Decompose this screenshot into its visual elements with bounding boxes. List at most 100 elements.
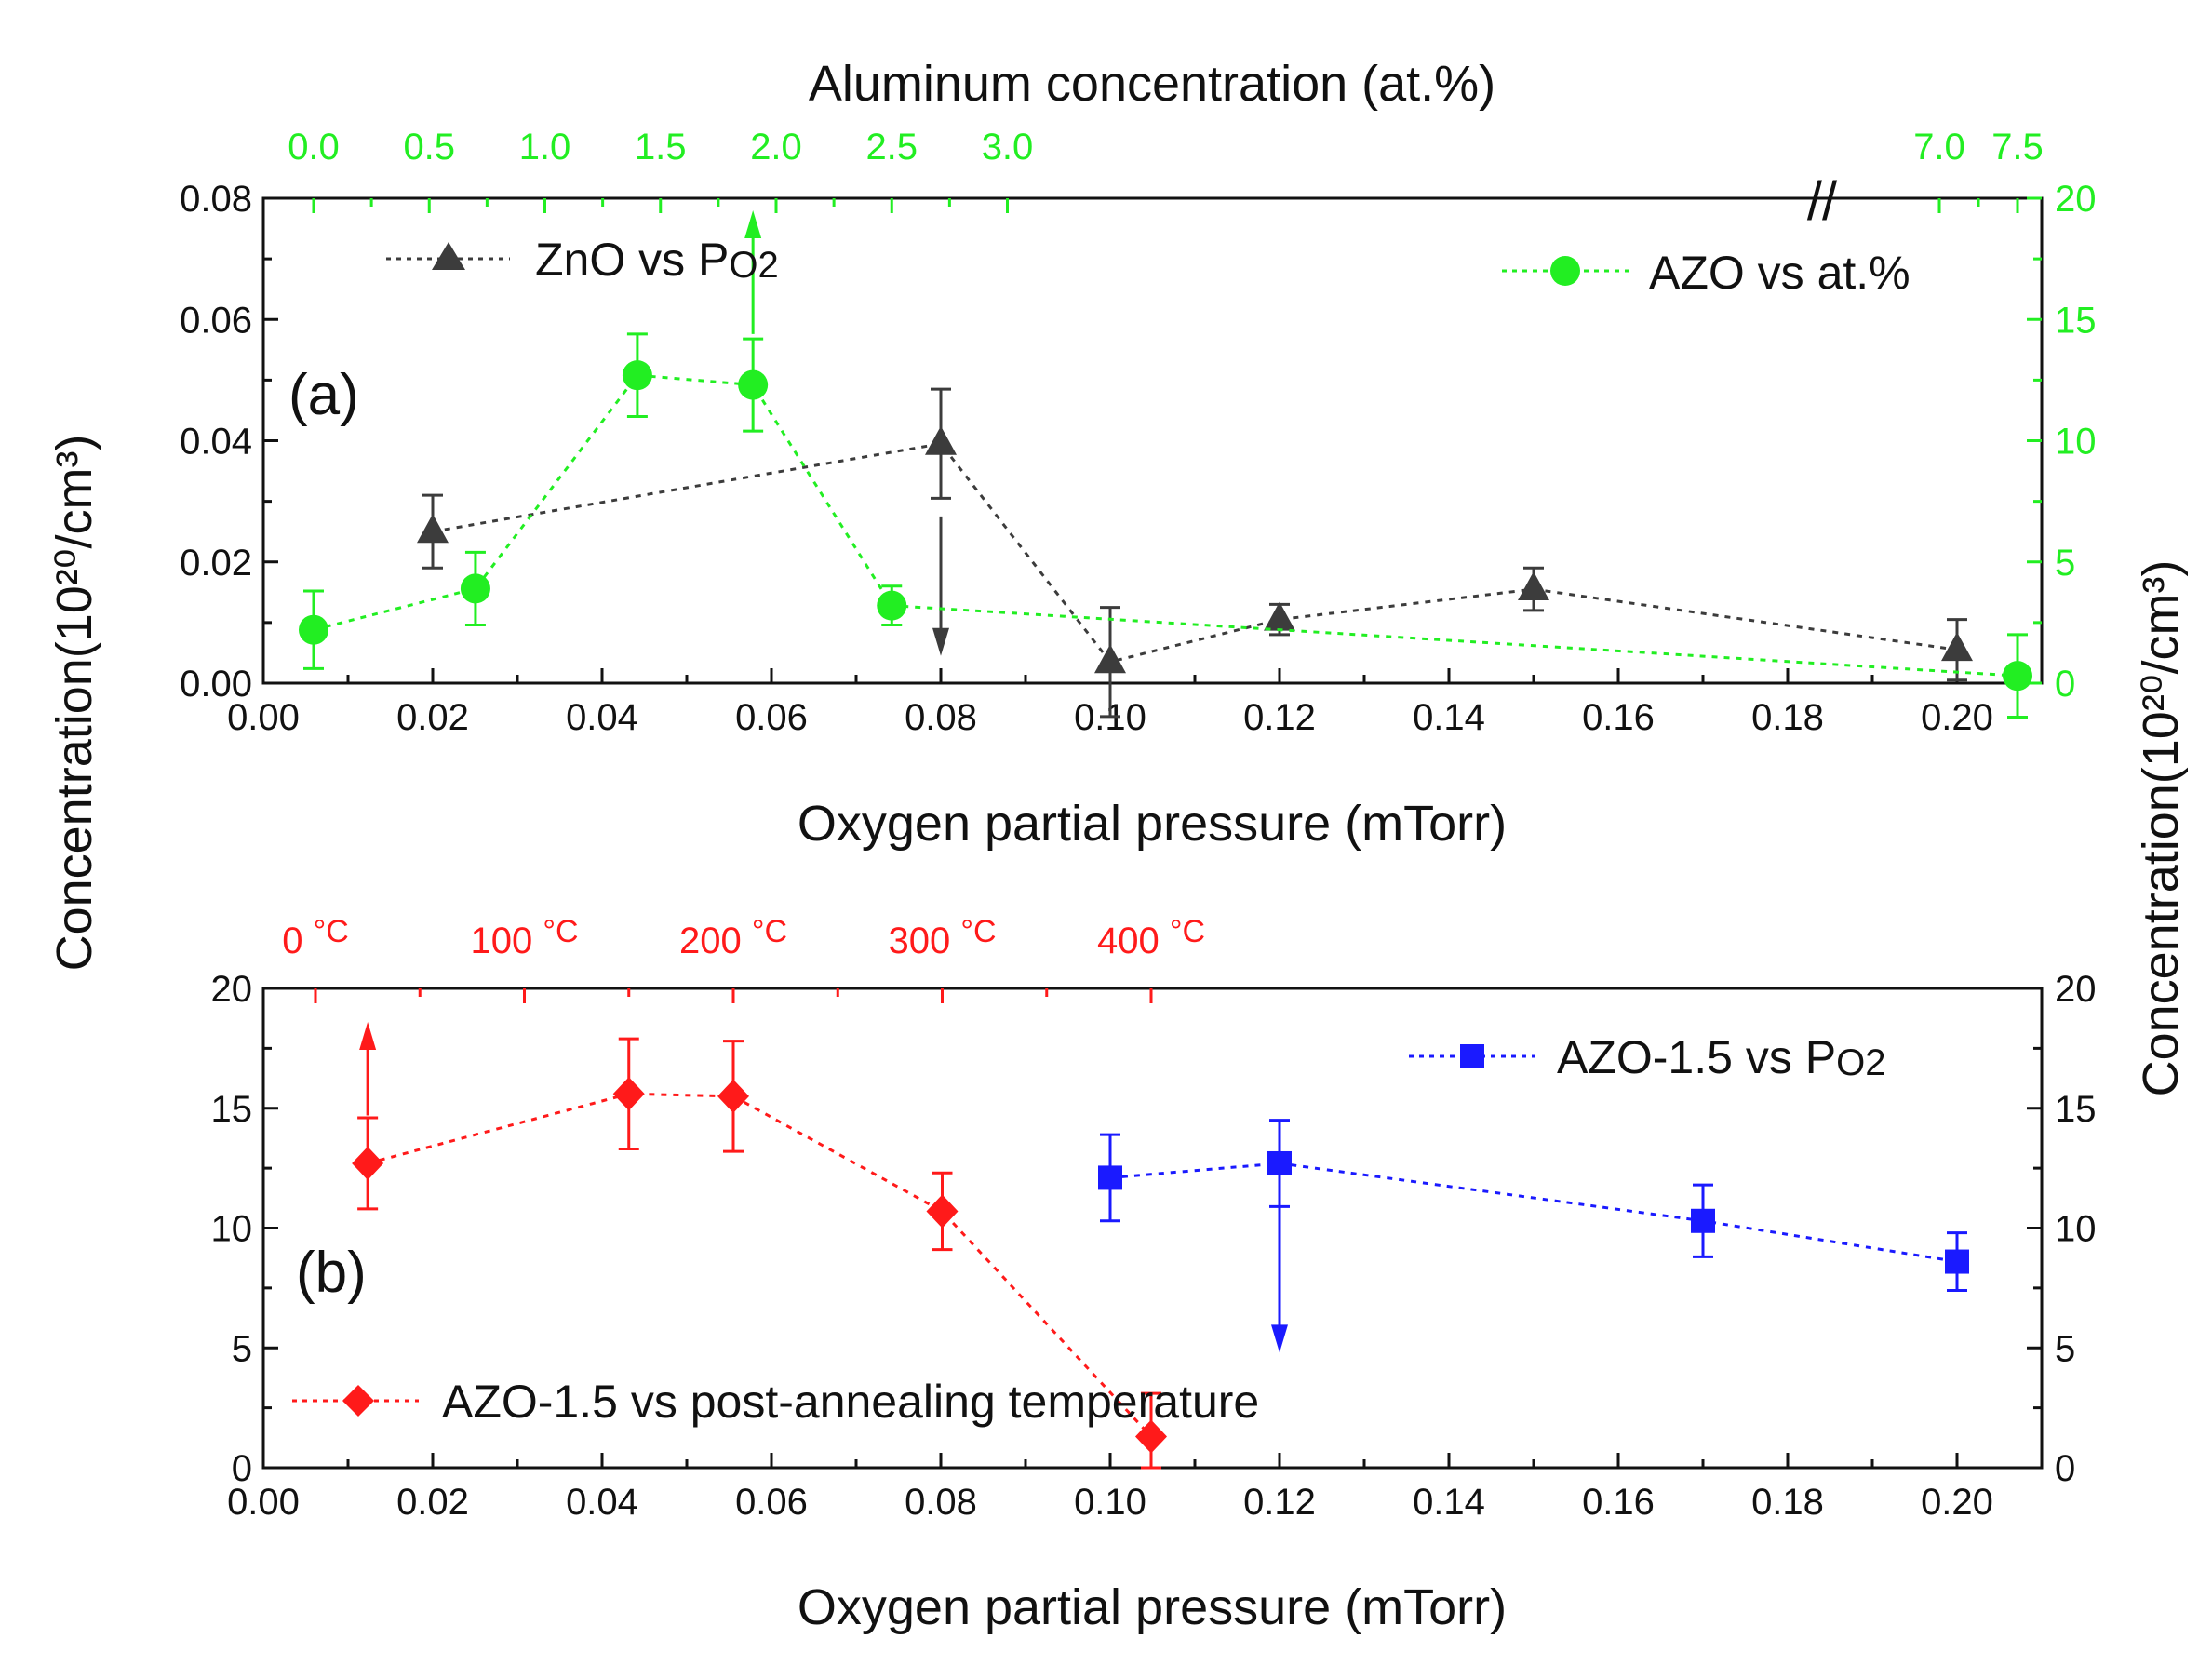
- b-y-left-tick-label: 20: [211, 969, 253, 1010]
- panel-a-x-axis-title: Oxygen partial pressure (mTorr): [798, 796, 1507, 852]
- b-x-tick-label: 0.18: [1751, 1482, 1824, 1523]
- azo-temp-point: [612, 1077, 645, 1111]
- azo-po2-point: [1098, 1165, 1122, 1190]
- b-x-tick-label: 0.20: [1921, 1482, 1993, 1523]
- zno-arrow-head: [932, 627, 949, 656]
- panel-a: Aluminum concentration (at.%) // Oxygen …: [47, 56, 2189, 1096]
- panel-a-top-axis-title: Aluminum concentration (at.%): [809, 56, 1495, 112]
- azo-po2-point: [1691, 1208, 1715, 1233]
- azo-temp-point: [926, 1194, 959, 1229]
- panel-a-legend-azo-at: AZO vs at.%: [1502, 247, 1910, 299]
- a-x-tick-label: 0.02: [396, 697, 469, 738]
- a-y-right-tick-label: 15: [2055, 300, 2097, 341]
- azo-po2-line: [1109, 1162, 1958, 1264]
- legend-zno-main: ZnO vs P: [535, 234, 729, 286]
- azo-at-point: [622, 360, 652, 391]
- panel-a-axis-break: //: [1807, 171, 1838, 232]
- b-top-tick-number: 200: [679, 920, 752, 961]
- a-y-left-tick-label: 0.04: [180, 422, 252, 463]
- b-top-tick-unit: °C: [1170, 914, 1205, 949]
- azo-temp-point: [352, 1146, 384, 1180]
- b-top-tick-number: 100: [470, 920, 543, 961]
- zno-point: [1941, 632, 1973, 662]
- b-top-tick-unit: °C: [752, 914, 787, 949]
- azo-temp-point: [717, 1079, 749, 1113]
- b-x-tick-label: 0.10: [1074, 1482, 1146, 1523]
- azo-at-point: [877, 590, 907, 621]
- legend-azo-at-label: AZO vs at.%: [1649, 247, 1910, 299]
- b-top-tick-number: 300: [888, 920, 960, 961]
- b-top-tick-label: 0 °C: [282, 914, 349, 961]
- b-y-left-tick-label: 0: [232, 1448, 252, 1489]
- a-y-right-tick-label: 5: [2055, 543, 2075, 584]
- azo-at-point: [2003, 661, 2032, 692]
- b-y-left-tick-label: 10: [211, 1209, 253, 1250]
- a-y-right-tick-label: 10: [2055, 422, 2097, 463]
- zno-point: [417, 514, 449, 544]
- a-x-tick-label: 0.06: [735, 697, 808, 738]
- legend-azo-at-marker: [1550, 256, 1580, 286]
- legend-zno-sub: O2: [729, 245, 778, 286]
- b-y-right-tick-label: 0: [2055, 1448, 2075, 1489]
- a-top-tick-label: 7.0: [1913, 127, 1965, 168]
- a-top-tick-label: 2.5: [865, 127, 918, 168]
- a-y-left-tick-label: 0.06: [180, 300, 252, 341]
- b-top-tick-number: 400: [1097, 920, 1170, 961]
- b-y-right-tick-label: 10: [2055, 1209, 2097, 1250]
- a-y-right-tick-label: 0: [2055, 664, 2075, 705]
- zno-line: [432, 442, 1958, 664]
- a-top-tick-label: 0.0: [288, 127, 340, 168]
- zno-point: [925, 425, 957, 455]
- legend-zno-marker: [432, 242, 465, 270]
- azo-temp-arrow-head: [359, 1022, 377, 1051]
- azo-at-arrow-head: [744, 210, 762, 239]
- azo-at-point: [460, 573, 490, 604]
- panel-a-series: [299, 210, 2032, 719]
- b-top-tick-number: 0: [282, 920, 313, 961]
- panel-b-ticks: 0.00 0.02 0.04 0.06 0.08 0.10 0.12 0.14 0.16 0.18…: [211, 914, 2097, 1523]
- b-top-tick-unit: °C: [314, 914, 349, 949]
- a-x-tick-label: 0.18: [1751, 697, 1824, 738]
- b-x-tick-label: 0.06: [735, 1482, 808, 1523]
- a-x-tick-label: 0.12: [1243, 697, 1316, 738]
- a-y-right-tick-label: 20: [2055, 179, 2097, 220]
- b-y-left-tick-label: 5: [232, 1328, 252, 1369]
- b-x-tick-label: 0.14: [1413, 1482, 1485, 1523]
- azo-po2-arrow-head: [1271, 1324, 1288, 1353]
- a-top-tick-label: 2.0: [750, 127, 802, 168]
- b-y-left-tick-label: 15: [211, 1089, 253, 1130]
- a-y-left-tick-label: 0.02: [180, 543, 252, 584]
- panel-b-legend-azo-temp: AZO-1.5 vs post-annealing temperature: [292, 1376, 1259, 1428]
- a-y-left-tick-label: 0.08: [180, 179, 252, 220]
- panel-b-label: (b): [296, 1241, 367, 1305]
- legend-azo-po2-main: AZO-1.5 vs P: [1557, 1031, 1836, 1083]
- a-x-tick-label: 0.08: [905, 697, 977, 738]
- b-x-tick-label: 0.08: [905, 1482, 977, 1523]
- b-top-tick-label: 100 °C: [470, 914, 578, 961]
- b-y-right-tick-label: 15: [2055, 1089, 2097, 1130]
- legend-azo-temp-marker: [342, 1385, 374, 1417]
- right-y-axis-title-text: Concentration(10²⁰/cm³): [2133, 560, 2189, 1097]
- a-x-tick-label: 0.14: [1413, 697, 1485, 738]
- zno-point: [1094, 644, 1126, 674]
- a-top-tick-label: 7.5: [1991, 127, 2044, 168]
- azo-po2-point: [1945, 1249, 1969, 1274]
- legend-azo-po2-sub: O2: [1836, 1042, 1885, 1083]
- b-x-tick-label: 0.00: [227, 1482, 300, 1523]
- a-x-tick-label: 0.00: [227, 697, 300, 738]
- panel-b-series: [352, 1022, 1969, 1470]
- a-y-left-tick-label: 0.00: [180, 664, 252, 705]
- azo-po2-point: [1267, 1150, 1292, 1175]
- b-x-tick-label: 0.04: [566, 1482, 638, 1523]
- right-y-axis-title: Concentration(10²⁰/cm³): [2133, 560, 2189, 1097]
- azo-temp-line: [367, 1092, 1153, 1438]
- b-top-tick-label: 400 °C: [1097, 914, 1205, 961]
- a-x-tick-label: 0.04: [566, 697, 638, 738]
- a-top-tick-label: 1.0: [519, 127, 571, 168]
- legend-azo-po2-label: AZO-1.5 vs PO2: [1557, 1031, 1885, 1083]
- azo-temp-point: [1135, 1419, 1167, 1454]
- azo-at-point: [738, 369, 769, 400]
- a-top-tick-label: 1.5: [635, 127, 687, 168]
- b-top-tick-unit: °C: [960, 914, 996, 949]
